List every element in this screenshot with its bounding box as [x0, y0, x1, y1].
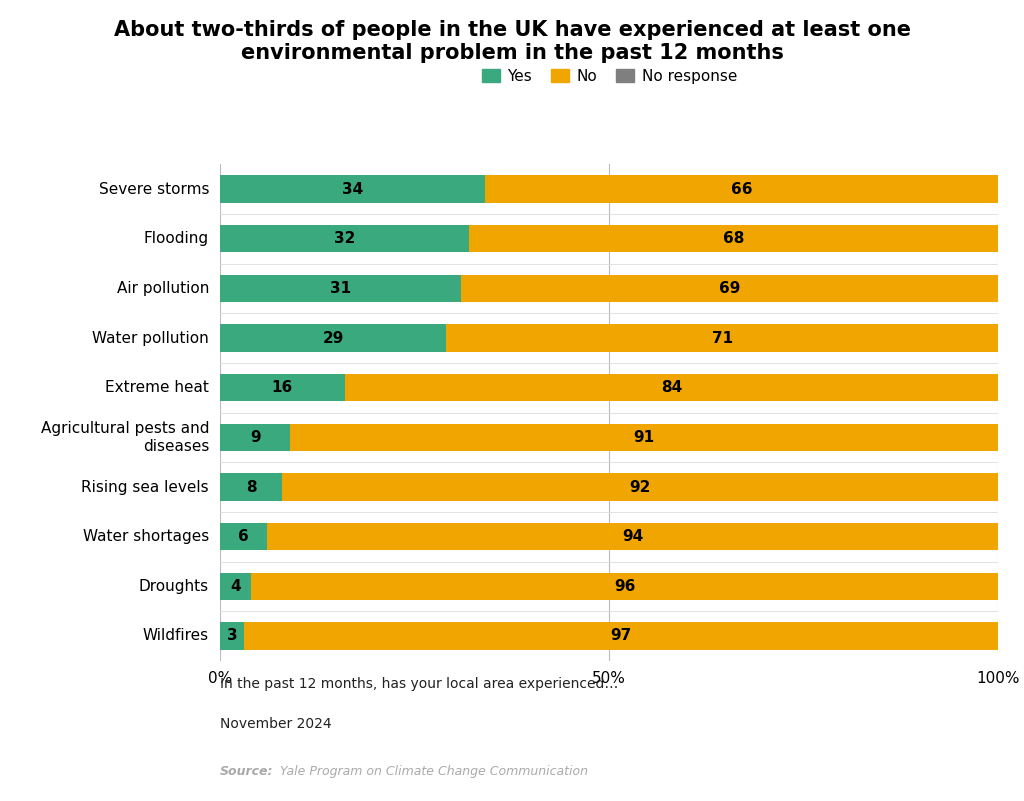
Text: 3: 3 — [226, 629, 238, 643]
Text: 96: 96 — [614, 579, 636, 594]
Text: 92: 92 — [630, 480, 651, 494]
Text: In the past 12 months, has your local area experienced…: In the past 12 months, has your local ar… — [220, 677, 618, 690]
Text: Yale Program on Climate Change Communication: Yale Program on Climate Change Communica… — [276, 765, 589, 778]
Text: 31: 31 — [330, 281, 351, 296]
Text: Source:: Source: — [220, 765, 273, 778]
Bar — [469, 225, 998, 252]
Bar — [220, 523, 267, 550]
Bar — [220, 424, 290, 451]
Bar — [251, 573, 998, 600]
Text: 71: 71 — [712, 331, 733, 345]
Bar — [267, 523, 998, 550]
Text: 9: 9 — [250, 430, 260, 445]
Bar — [220, 175, 484, 203]
Bar — [484, 175, 998, 203]
Text: 97: 97 — [610, 629, 632, 643]
Bar — [345, 374, 998, 401]
Bar — [462, 275, 998, 302]
Text: 8: 8 — [246, 480, 257, 494]
Text: 16: 16 — [271, 380, 293, 395]
Text: 94: 94 — [622, 529, 643, 544]
Text: 29: 29 — [323, 331, 344, 345]
Bar — [220, 622, 244, 650]
Bar — [220, 473, 283, 501]
Bar — [244, 622, 998, 650]
Text: 69: 69 — [719, 281, 740, 296]
Text: 66: 66 — [731, 182, 753, 196]
Text: 34: 34 — [342, 182, 364, 196]
Bar — [220, 275, 462, 302]
Text: 4: 4 — [230, 579, 241, 594]
Bar — [283, 473, 998, 501]
Text: 6: 6 — [239, 529, 249, 544]
Bar — [220, 324, 445, 352]
Legend: Yes, No, No response: Yes, No, No response — [475, 62, 743, 90]
Text: November 2024: November 2024 — [220, 717, 332, 731]
Bar — [998, 424, 1007, 451]
Text: 68: 68 — [723, 231, 744, 246]
Text: 32: 32 — [334, 231, 355, 246]
Bar — [290, 424, 998, 451]
Text: About two-thirds of people in the UK have experienced at least one
environmental: About two-thirds of people in the UK hav… — [114, 20, 910, 63]
Bar — [220, 374, 345, 401]
Text: 84: 84 — [660, 380, 682, 395]
Bar — [220, 225, 469, 252]
Text: 91: 91 — [634, 430, 655, 445]
Bar — [220, 573, 251, 600]
Bar — [445, 324, 998, 352]
